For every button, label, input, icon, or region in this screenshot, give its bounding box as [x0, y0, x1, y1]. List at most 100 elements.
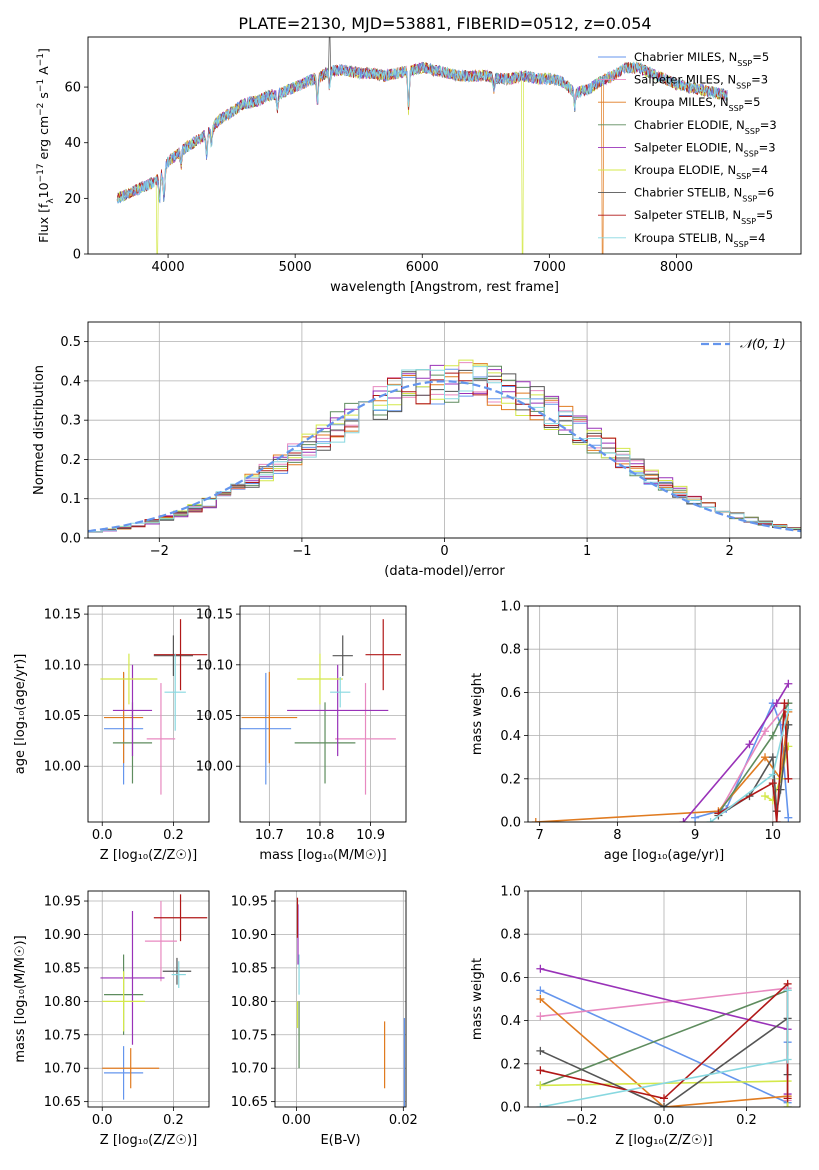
- weight-marker: [536, 1046, 545, 1055]
- x-tick-label: 10.9: [356, 828, 385, 843]
- y-tick-label: 0.8: [500, 928, 521, 943]
- weight-marker: [772, 699, 781, 708]
- x-tick-label: −2: [150, 544, 169, 559]
- weight-marker: [783, 1055, 792, 1064]
- y-tick-label: 10.05: [44, 709, 81, 724]
- y-axis-label: mass [log₁₀(M/M☉)]: [13, 935, 28, 1062]
- y-tick-label: 10.05: [196, 709, 233, 724]
- y-tick-label: 0.0: [500, 1101, 521, 1116]
- weight-vs-metallicity-panel: −0.2 0.0 0.2 0.0 0.2 0.4 0.6 0.8 1.0 Z [log₁₀(Z/Z…: [470, 885, 801, 1148]
- y-axis-label: mass weight: [470, 673, 485, 755]
- error-point-5: [297, 653, 343, 705]
- weight-marker: [784, 813, 793, 822]
- x-tick-label: 0.2: [163, 1113, 184, 1128]
- weight-marker: [761, 792, 770, 801]
- y-tick-label: 10.00: [196, 760, 233, 775]
- y-tick-label: 10.85: [44, 961, 81, 976]
- y-tick-label: 10.90: [44, 928, 81, 943]
- x-tick-label: 0.0: [654, 1113, 675, 1128]
- error-point-4: [287, 664, 389, 757]
- y-axis-label-part: −17: [36, 163, 46, 182]
- weight-line-7: [718, 703, 790, 822]
- y-tick-label: 0.1: [60, 492, 81, 507]
- legend-entry: Kroupa STELIB, NSSP=4: [634, 231, 765, 249]
- x-axis-label: E(B-V): [320, 1133, 360, 1148]
- error-point-6: [153, 635, 193, 676]
- error-point-7: [365, 619, 401, 691]
- weight-marker: [660, 1103, 668, 1107]
- y-tick-label: 0.4: [500, 729, 521, 744]
- y-tick-label: 0.4: [500, 1014, 521, 1029]
- age-vs-mass-panel: 10.7 10.8 10.9 10.00 10.05 10.10 10.15 mass [lo…: [196, 605, 407, 863]
- x-tick-label: 9: [691, 828, 699, 843]
- y-tick-label: 0: [73, 248, 81, 263]
- x-tick-label: 7: [536, 828, 544, 843]
- axes-frame: [274, 890, 407, 1108]
- y-tick-label: 0.4: [60, 374, 81, 389]
- y-tick-label: 40: [64, 136, 81, 151]
- y-tick-label: 10.80: [231, 995, 268, 1010]
- y-axis-label-part: erg cm: [36, 116, 51, 164]
- error-point-4: [112, 664, 153, 757]
- axes-frame: [527, 605, 801, 823]
- error-point-6: [162, 957, 192, 985]
- x-tick-label: 0.2: [736, 1113, 757, 1128]
- y-axis-label: Normed distribution: [32, 365, 47, 495]
- weight-marker: [691, 813, 700, 822]
- weight-marker: [536, 1066, 545, 1075]
- error-point-8: [164, 653, 186, 731]
- weight-marker: [783, 1103, 792, 1107]
- y-tick-label: 10.80: [44, 995, 81, 1010]
- weight-marker: [660, 1094, 668, 1103]
- axes-frame: [239, 605, 407, 823]
- y-axis-label: mass weight: [470, 958, 485, 1040]
- y-tick-label: 1.0: [500, 885, 521, 900]
- y-tick-label: 10.85: [231, 961, 268, 976]
- x-tick-label: 0.2: [163, 828, 184, 843]
- weight-line-2: [539, 998, 788, 1107]
- legend-entry: Kroupa ELODIE, NSSP=4: [634, 163, 768, 181]
- weight-marker: [768, 731, 777, 740]
- axes-frame: [87, 605, 210, 823]
- x-tick-label: 8000: [660, 260, 693, 275]
- y-tick-label: 10.65: [231, 1095, 268, 1110]
- spectrum-line-8: [116, 61, 728, 204]
- error-point-6: [332, 635, 353, 676]
- y-axis-label-part: A: [36, 66, 51, 79]
- y-axis-label-part: 10: [36, 182, 51, 198]
- weight-marker: [536, 964, 545, 973]
- y-tick-label: 10.75: [44, 1028, 81, 1043]
- x-tick-label: −0.2: [566, 1113, 598, 1128]
- weight-marker: [768, 753, 777, 762]
- y-axis-label-part: Flux [f: [36, 203, 51, 243]
- x-tick-label: 2: [726, 544, 734, 559]
- axes-frame: [527, 890, 801, 1108]
- spectrum-panel: 4000 5000 6000 7000 8000 0 20 40 60 wavelength [A…: [36, 36, 802, 295]
- legend-entry: Chabrier ELODIE, NSSP=3: [634, 118, 777, 136]
- legend-entry: Chabrier STELIB, NSSP=6: [634, 186, 774, 204]
- weight-marker: [772, 818, 781, 822]
- y-tick-label: 10.15: [44, 608, 81, 623]
- y-tick-label: 0.2: [60, 453, 81, 468]
- error-point-2: [102, 1048, 160, 1089]
- y-tick-label: 10.10: [44, 658, 81, 673]
- x-axis-label: age [log₁₀(age/yr)]: [604, 848, 725, 863]
- error-point-8: [330, 676, 351, 708]
- error-point-0: [104, 1046, 144, 1100]
- y-axis-label: Flux [fλ10−17 erg cm−2 s−1 A−1]: [36, 48, 56, 243]
- y-tick-label: 0.0: [500, 816, 521, 831]
- x-tick-label: 5000: [279, 260, 312, 275]
- y-tick-label: 10.75: [231, 1028, 268, 1043]
- histogram-8: [88, 366, 801, 538]
- y-axis-label-part: −2: [36, 103, 46, 116]
- y-tick-label: 0.6: [500, 971, 521, 986]
- y-tick-label: 0.8: [500, 643, 521, 658]
- x-tick-label: 7000: [533, 260, 566, 275]
- x-tick-label: 1: [583, 544, 591, 559]
- y-tick-label: 10.70: [44, 1062, 81, 1077]
- weight-marker: [706, 818, 715, 822]
- weight-marker: [776, 785, 785, 794]
- error-point-1: [144, 901, 177, 982]
- weight-vs-age-panel: 7 8 9 10 0.0 0.2 0.4 0.6 0.8 1.0 age [log₁₀(age/yr…: [470, 600, 801, 863]
- y-tick-label: 10.00: [44, 760, 81, 775]
